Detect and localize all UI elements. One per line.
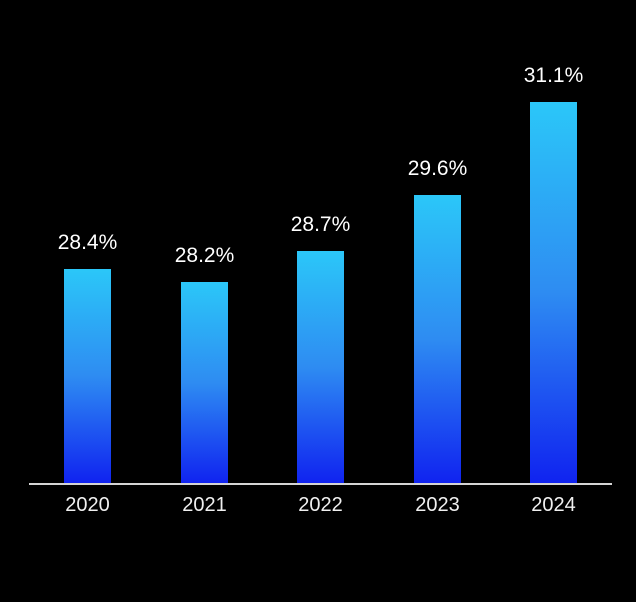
x-tick-label: 2021 [182, 494, 227, 516]
x-tick-label: 2023 [415, 494, 460, 516]
bar-2022 [297, 251, 344, 483]
bar-2024 [530, 102, 577, 483]
bar-2020 [64, 269, 111, 483]
x-tick-label: 2022 [298, 494, 343, 516]
bar-value-label: 28.2% [174, 244, 235, 267]
x-axis-line [29, 483, 612, 485]
bar-value-label: 28.4% [57, 231, 118, 254]
bar-value-label: 28.7% [290, 213, 351, 236]
bar-value-label: 29.6% [407, 157, 468, 180]
x-tick-label: 2024 [531, 494, 576, 516]
bar-value-label: 31.1% [523, 64, 584, 87]
bar-2021 [181, 282, 228, 483]
bar-2023 [414, 195, 461, 483]
x-tick-label: 2020 [65, 494, 110, 516]
